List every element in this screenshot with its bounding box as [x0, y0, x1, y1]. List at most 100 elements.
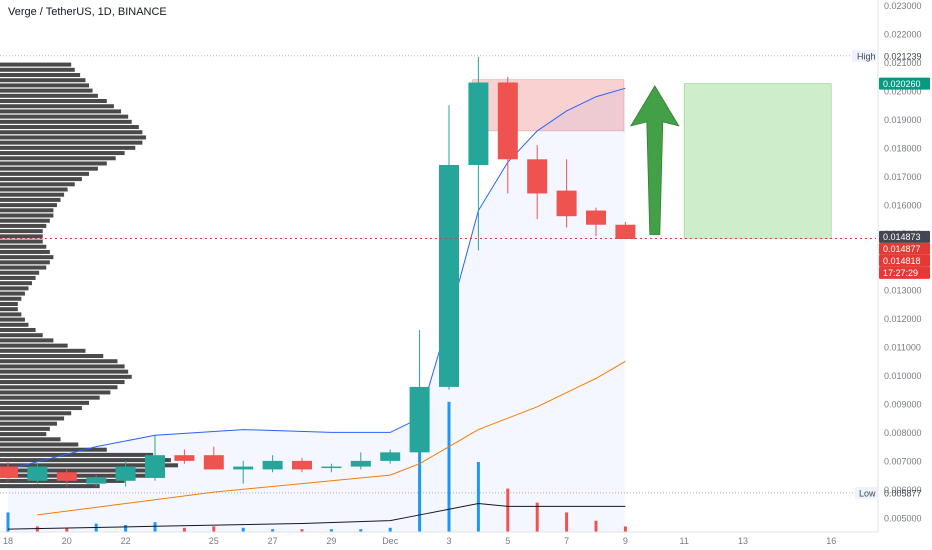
candle-body[interactable] [497, 82, 518, 160]
candle-body[interactable] [292, 460, 312, 470]
volume-profile-bar [0, 260, 50, 265]
volume-profile-bar [0, 286, 29, 291]
volume-profile-bar [0, 421, 57, 426]
price-badge [879, 242, 930, 255]
candle-body[interactable] [86, 477, 107, 484]
time-tick-label: 3 [446, 536, 451, 546]
volume-bar [182, 527, 186, 532]
volume-profile-bar [0, 218, 50, 223]
volume-profile-bar [0, 140, 143, 145]
volume-profile-bar [0, 447, 107, 452]
price-badge-label: 0.014818 [883, 256, 921, 266]
time-tick-label: Dec [382, 536, 399, 546]
time-tick-label: 11 [680, 536, 689, 546]
candle-body[interactable] [115, 466, 136, 481]
volume-bar [329, 529, 333, 532]
up-arrow-icon[interactable] [629, 85, 680, 235]
high-label: High [857, 51, 876, 61]
volume-profile-bar [0, 301, 18, 306]
volume-bar [594, 520, 598, 532]
candle-body[interactable] [586, 210, 606, 225]
price-tick-label: 0.008000 [884, 428, 922, 438]
volume-profile-bar [0, 312, 22, 317]
volume-profile-bar [0, 374, 132, 379]
candle-body[interactable] [615, 224, 636, 239]
volume-profile-bar [0, 327, 36, 333]
chart-title: Verge / TetherUS, 1D, BINANCE [8, 6, 167, 18]
volume-profile-bar [0, 125, 139, 130]
volume-profile-bar [0, 437, 61, 442]
candle-body[interactable] [380, 452, 401, 461]
price-tick-label: 0.019000 [884, 115, 922, 125]
volume-profile-bar [0, 229, 43, 234]
volume-profile-bar [0, 270, 40, 275]
volume-bar [124, 525, 128, 532]
price-tick-label: 0.011000 [884, 343, 921, 353]
volume-bar [153, 522, 157, 532]
candle-body[interactable] [556, 190, 577, 217]
volume-profile-bar [0, 343, 68, 348]
candle-body[interactable] [56, 472, 77, 481]
volume-profile-bar [0, 322, 29, 327]
price-tick-label: 0.009000 [884, 399, 922, 409]
volume-profile-bar [0, 281, 33, 286]
volume-profile-bar [0, 400, 89, 405]
volume-profile-bar [0, 182, 75, 187]
high-value: 0.021239 [884, 51, 922, 61]
volume-profile-bar [0, 406, 82, 411]
volume-profile-bar [0, 114, 129, 119]
volume-profile-bar [0, 234, 43, 239]
volume-profile-bar [0, 213, 54, 218]
volume-profile-bar [0, 364, 125, 369]
volume-profile-bar [0, 223, 47, 228]
volume-profile-bar [0, 197, 61, 202]
price-badge-label: 0.020260 [883, 79, 921, 89]
candle-body[interactable] [0, 466, 18, 478]
volume-profile-bar [0, 88, 93, 93]
candle-body[interactable] [27, 466, 48, 481]
volume-profile-bar [0, 307, 18, 312]
price-tick-label: 0.018000 [884, 143, 922, 153]
time-tick-label: 5 [505, 536, 510, 546]
time-tick-label: 22 [121, 536, 131, 546]
time-tick-label: 25 [209, 536, 219, 546]
candle-body[interactable] [468, 82, 489, 166]
low-label: Low [859, 488, 876, 498]
volume-profile-bar [0, 385, 118, 390]
volume-profile-bar [0, 354, 104, 359]
volume-profile-bar [0, 380, 125, 385]
volume-bar [271, 529, 275, 532]
candle-body[interactable] [439, 165, 459, 387]
price-tick-label: 0.023000 [884, 1, 922, 11]
candle-body[interactable] [527, 159, 548, 194]
volume-profile-bar [0, 171, 89, 176]
time-tick-label: 29 [326, 536, 336, 546]
volume-profile-bar [0, 442, 79, 447]
volume-profile-bar [0, 249, 50, 254]
volume-profile-bar [0, 119, 132, 124]
volume-profile-bar [0, 166, 98, 171]
candle-body[interactable] [262, 460, 283, 470]
volume-bar [447, 401, 451, 532]
candle-body[interactable] [145, 455, 165, 478]
volume-profile-bar [0, 291, 25, 296]
high-label-box [852, 49, 876, 62]
candle-body[interactable] [203, 455, 224, 470]
volume-profile-bar [0, 484, 100, 489]
volume-profile-bar [0, 348, 86, 353]
volume-profile-bar [0, 156, 116, 161]
fast-moving-average-line [7, 87, 626, 470]
candle-body[interactable] [409, 386, 430, 453]
volume-average-line [7, 503, 626, 530]
candle-body[interactable] [350, 460, 371, 467]
candle-body[interactable] [174, 455, 195, 461]
volume-bar [476, 462, 480, 532]
volume-bar [6, 512, 10, 532]
volume-profile-bar [0, 62, 72, 67]
price-badge [879, 77, 930, 90]
volume-profile-bar [0, 67, 75, 72]
candle-body[interactable] [321, 466, 342, 469]
volume-bar [535, 502, 539, 532]
candle-body[interactable] [233, 466, 254, 470]
